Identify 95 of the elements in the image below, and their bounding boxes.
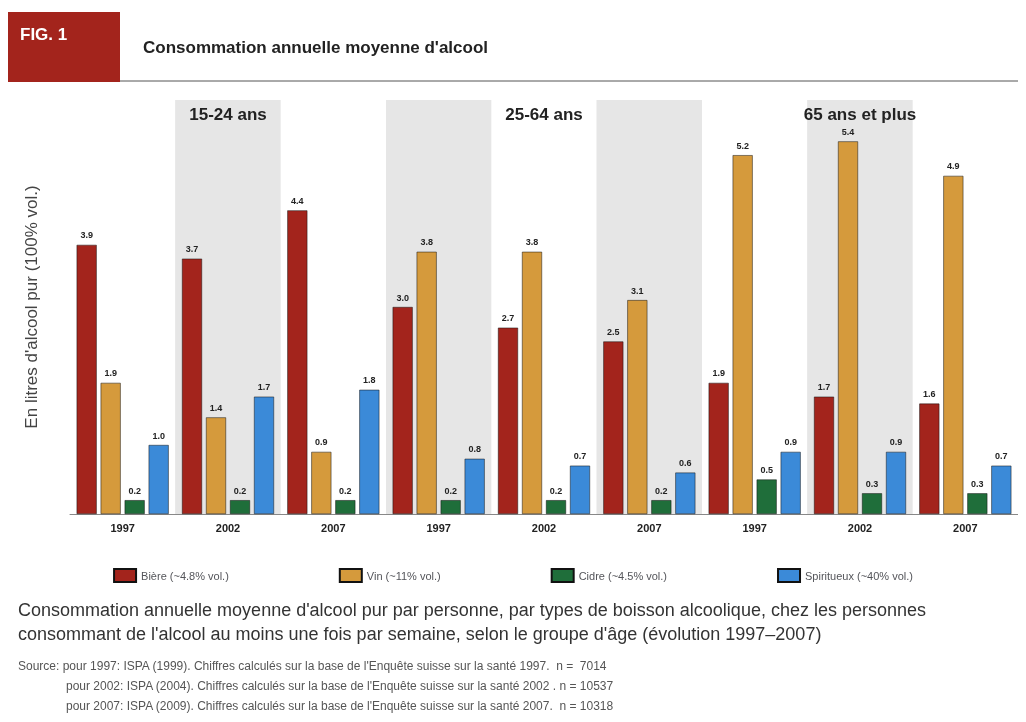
data-label: 1.7 (817, 382, 831, 393)
text: pour 2002: ISPA (2004). Chiffres calculés sur la base de l'Enquête suisse sur la santé 2002 . n = 10537 (66, 679, 614, 693)
bar (756, 479, 777, 514)
x-tick-label: 1997 (110, 521, 135, 534)
text: pour 2007: ISPA (2009). Chiffres calculés sur la base de l'Enquête suisse sur la santé 2007. n = 10318 (66, 699, 614, 713)
x-tick-label: 2007 (637, 521, 662, 534)
data-label: 3.8 (420, 237, 433, 248)
bar (182, 258, 202, 514)
data-label: 0.5 (760, 465, 773, 475)
bar (416, 251, 437, 514)
data-label: 0.9 (784, 437, 797, 448)
bar (814, 396, 834, 514)
bar (311, 451, 332, 514)
bar (546, 500, 566, 514)
x-tick-label: 2007 (953, 521, 978, 534)
data-label: 2.5 (607, 327, 620, 337)
x-tick-label: 2002 (847, 521, 873, 534)
y-axis-title: En litres d'alcool pur (100% vol.) (22, 185, 41, 429)
x-tick-label: 1997 (426, 521, 451, 534)
caption: FIG. 1 (20, 25, 68, 44)
bar (522, 251, 542, 514)
data-label: 3.1 (631, 285, 644, 296)
bar (627, 300, 648, 514)
text: 65 ans et plus (803, 105, 917, 124)
x-tick-label: 2002 (531, 521, 557, 534)
chart-title: Consommation annuelle moyenne d'alcool (143, 38, 489, 57)
data-label: 0.2 (128, 485, 141, 496)
bar (862, 493, 882, 514)
bar (498, 327, 518, 514)
bar (124, 500, 145, 514)
text: Consommation annuelle moyenne d'alcool pur par personne, par types de boisson alcoolique, chez les personnes consommant de l'alcool au moins une fois par semaine, selon le groupe d'âge (évolution 1997–2007) (18, 600, 931, 644)
x-tick-label: 2007 (321, 521, 346, 534)
data-label: 0.7 (573, 451, 587, 462)
bar (991, 465, 1012, 514)
data-label: 4.4 (291, 195, 304, 206)
bar (148, 445, 169, 514)
data-label: 3.7 (185, 244, 199, 255)
data-label: 5.2 (736, 140, 749, 151)
legend-label: Vin (~11% vol.) (366, 569, 441, 582)
data-label: 4.9 (947, 161, 960, 172)
bar (838, 141, 858, 514)
bar (967, 493, 988, 514)
bar (943, 175, 964, 514)
source-note: Source: pour 1997: ISPA (1999). Chiffres calculés sur la base de l'Enquête suisse sur la santé 1997. n = 7014 (18, 659, 607, 673)
x-tick-label: 2002 (215, 521, 241, 534)
data-label: 5.4 (841, 126, 855, 137)
bar (254, 396, 274, 514)
legend-label: Spiritueux (~40% vol.) (805, 569, 913, 582)
data-label: 3.0 (396, 292, 409, 303)
text: 25-64 ans (505, 105, 583, 124)
data-label: 1.0 (152, 430, 165, 441)
data-label: 0.6 (679, 458, 692, 469)
data-label: 1.7 (257, 382, 271, 393)
data-label: 1.4 (209, 402, 223, 413)
bar (230, 500, 250, 514)
bar (392, 307, 413, 514)
bar (440, 500, 461, 514)
bar (100, 382, 121, 514)
legend-label: Bière (~4.8% vol.) (141, 569, 229, 582)
bar (335, 500, 356, 514)
data-label: 0.3 (865, 478, 879, 489)
data-label: 0.7 (995, 451, 1008, 462)
bar (359, 389, 380, 514)
bar (570, 465, 590, 514)
bar (76, 244, 97, 514)
bar (287, 210, 308, 514)
data-label: 1.9 (712, 368, 725, 379)
data-label: 0.9 (315, 437, 328, 448)
data-label: 0.8 (468, 444, 481, 455)
bar (886, 451, 906, 514)
bar (206, 417, 226, 514)
data-label: 1.9 (104, 368, 117, 379)
bar (919, 403, 940, 514)
bar (780, 451, 801, 514)
data-label: 0.3 (971, 478, 984, 489)
data-label: 0.2 (549, 485, 563, 496)
data-label: 0.2 (444, 485, 457, 496)
bar (732, 155, 753, 514)
data-label: 2.7 (501, 313, 515, 324)
data-label: 0.2 (339, 485, 352, 496)
data-label: 1.6 (923, 389, 936, 400)
bar (708, 382, 729, 514)
data-label: 3.8 (525, 237, 539, 248)
data-label: 1.8 (363, 375, 376, 386)
bar (675, 472, 696, 514)
data-label: 0.2 (233, 485, 247, 496)
legend-label: Cidre (~4.5% vol.) (578, 569, 668, 582)
bar (603, 341, 624, 514)
data-label: 3.9 (80, 230, 93, 241)
x-tick-label: 1997 (742, 521, 767, 534)
bar (651, 500, 672, 514)
text: 15-24 ans (189, 105, 267, 124)
data-label: 0.9 (889, 437, 903, 448)
bar (464, 458, 485, 514)
data-label: 0.2 (655, 485, 668, 496)
